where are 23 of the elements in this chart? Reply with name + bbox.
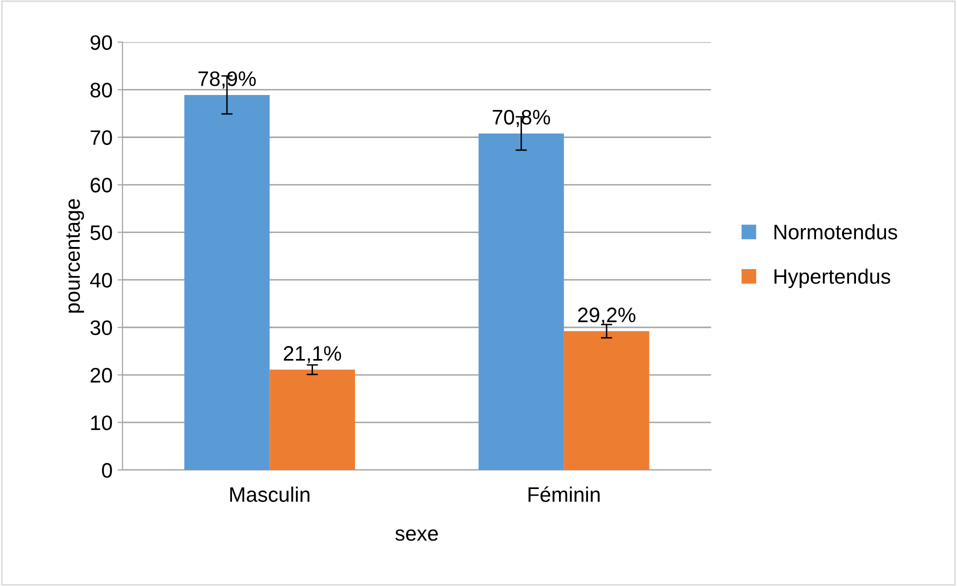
- data-label: 70,8%: [492, 110, 550, 128]
- y-tick-label: 20: [90, 368, 112, 383]
- bar: [184, 94, 270, 470]
- y-tick-label: 50: [90, 225, 112, 240]
- bar: [564, 331, 650, 470]
- y-tick-label: 80: [90, 82, 112, 98]
- x-axis-title: sexe: [395, 529, 438, 541]
- y-tick-label: 40: [90, 272, 112, 288]
- y-tick-label: 60: [90, 178, 112, 193]
- data-label: 29,2%: [578, 308, 636, 325]
- y-tick-label: 10: [91, 415, 112, 430]
- bar: [270, 370, 355, 470]
- y-tick-label: 30: [90, 320, 112, 336]
- legend-label: Normotendus: [774, 224, 898, 240]
- y-axis-title: pourcentage: [66, 199, 84, 313]
- bar: [478, 133, 564, 470]
- y-tick-label: 0: [102, 462, 112, 478]
- y-tick-label: 90: [90, 35, 112, 50]
- legend-label: Hypertendus: [774, 268, 890, 288]
- x-tick-label: Masculin: [230, 486, 310, 502]
- y-tick-label: 70: [90, 130, 112, 146]
- x-tick-label: Féminin: [528, 486, 600, 502]
- data-label: 21,1%: [284, 346, 342, 364]
